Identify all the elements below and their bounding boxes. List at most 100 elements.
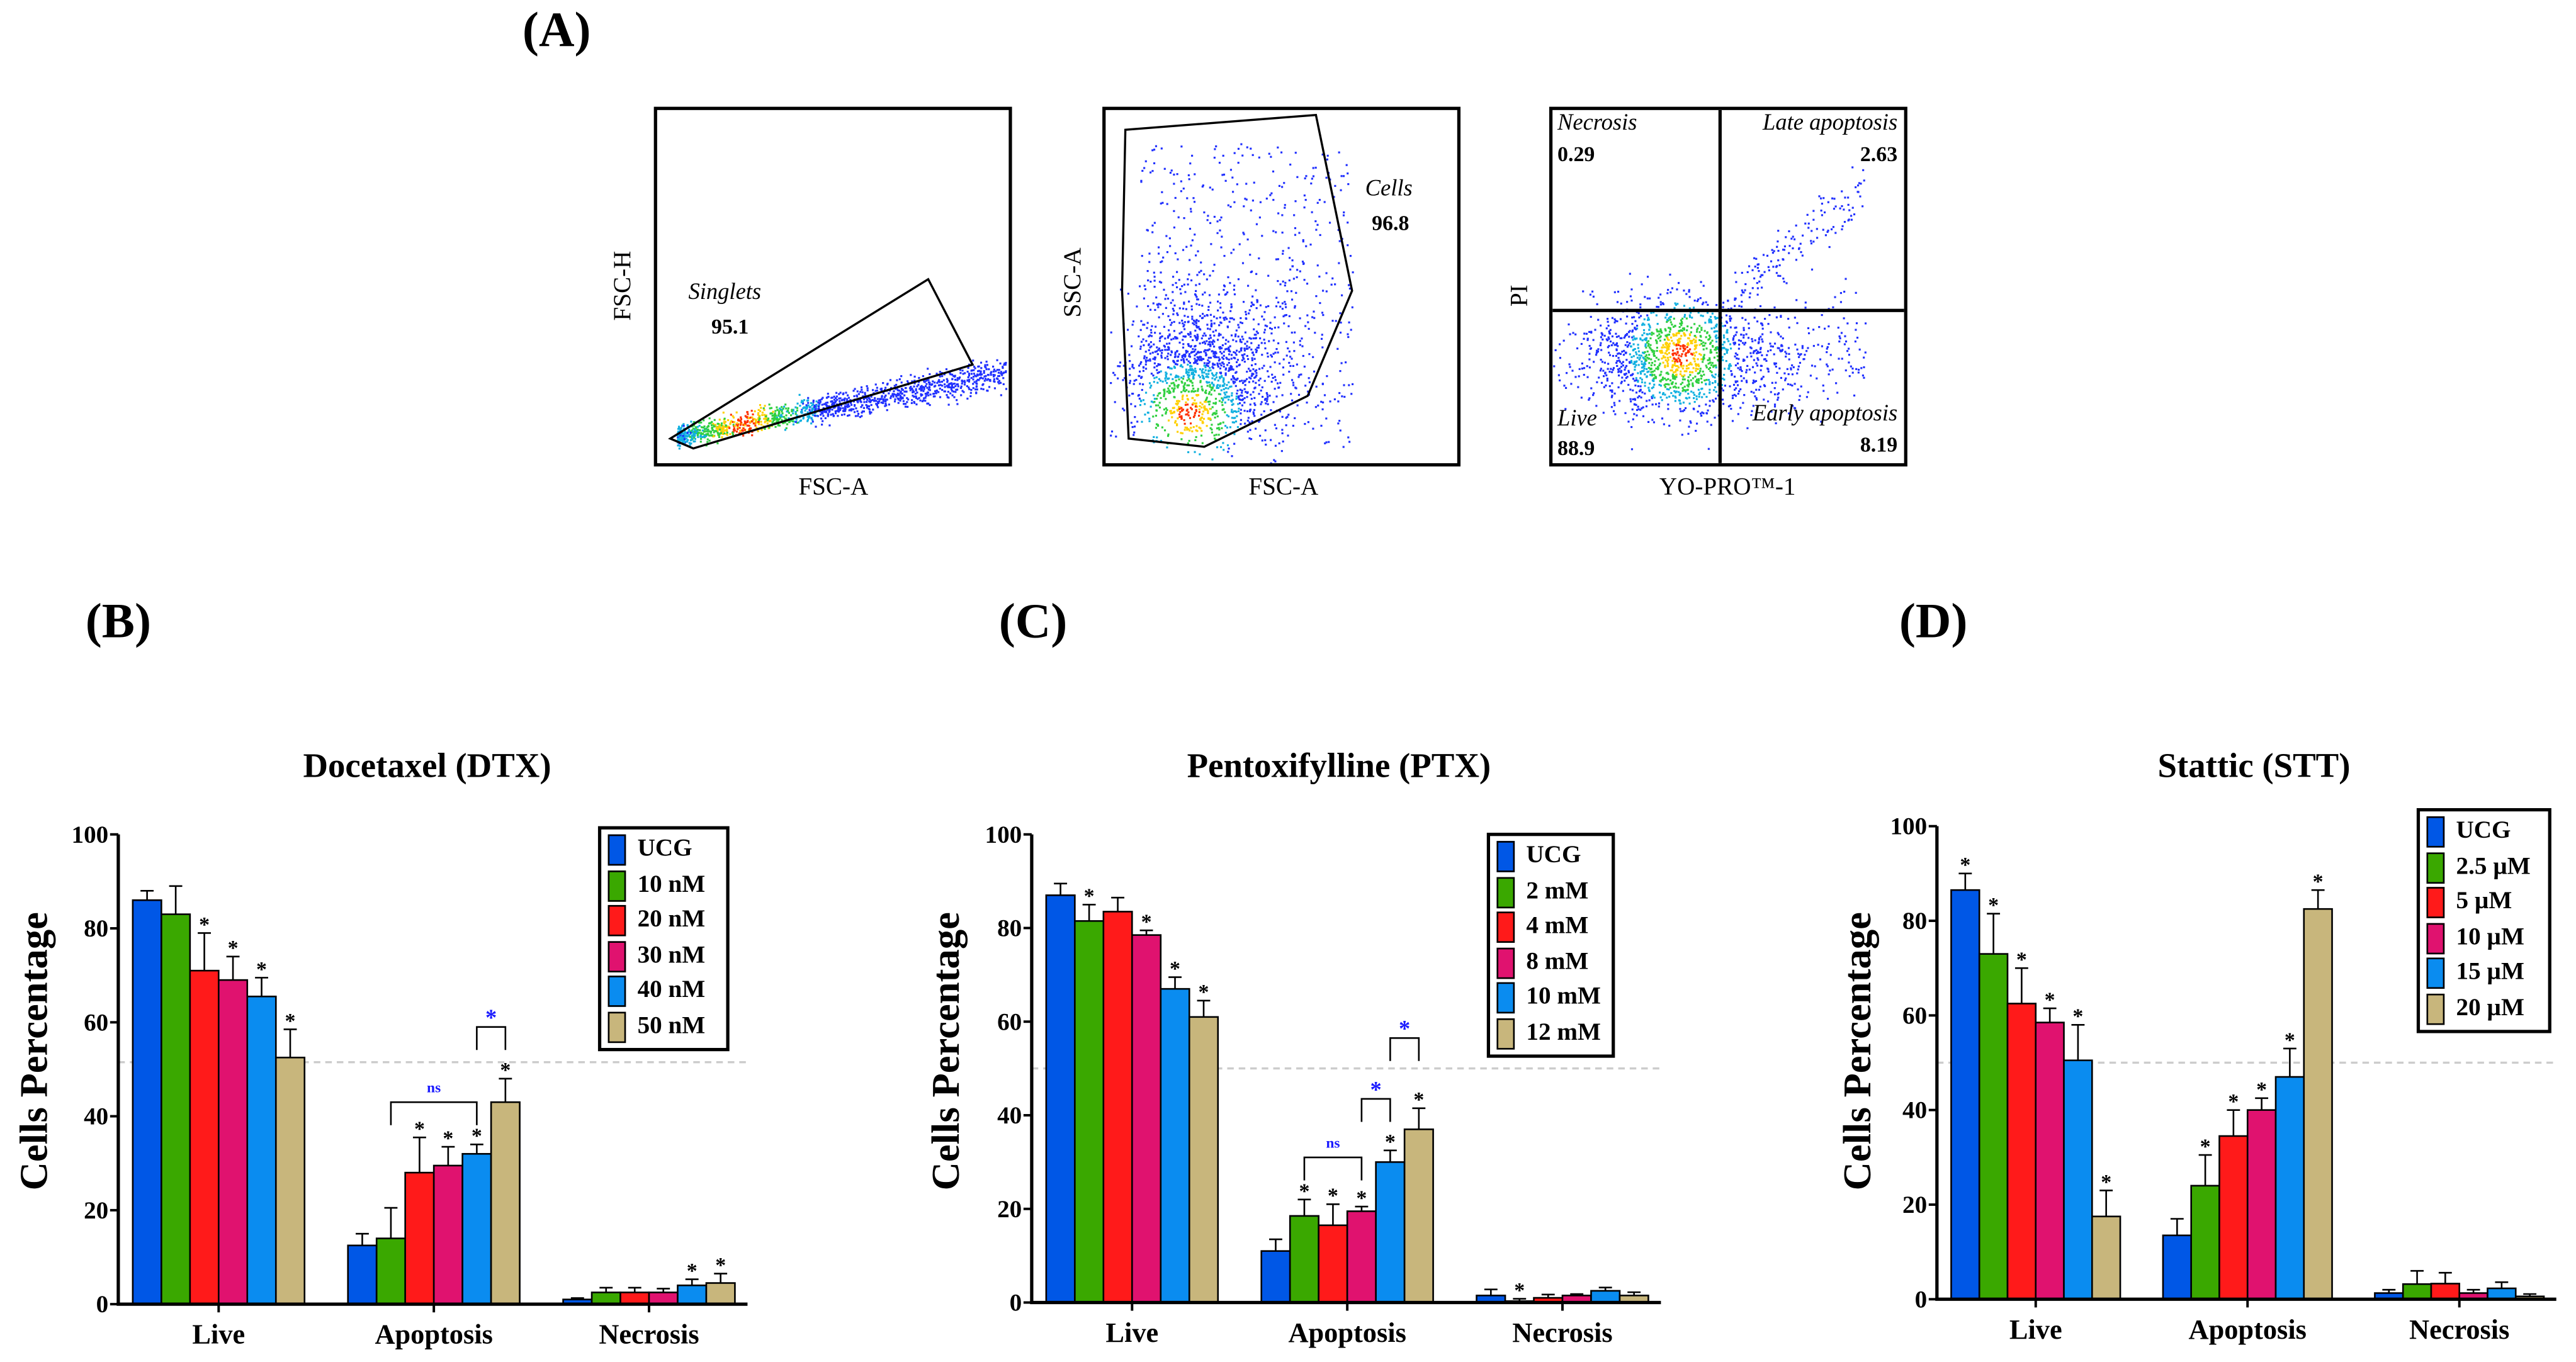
event-dot xyxy=(1241,380,1243,382)
event-dot xyxy=(939,384,942,386)
event-dot xyxy=(1193,362,1195,364)
event-dot xyxy=(1715,337,1717,340)
event-dot xyxy=(914,392,917,395)
event-dot xyxy=(1176,363,1178,366)
event-dot xyxy=(1224,411,1226,414)
event-dot xyxy=(1756,351,1759,353)
event-dot xyxy=(1627,420,1630,423)
panel-label-b: (B) xyxy=(85,594,152,649)
event-dot xyxy=(1702,370,1704,373)
event-dot xyxy=(1693,341,1696,344)
event-dot xyxy=(1648,346,1651,349)
event-dot xyxy=(1253,334,1256,336)
event-dot xyxy=(1188,384,1190,386)
event-dot xyxy=(1700,354,1702,356)
event-dot xyxy=(1794,238,1796,240)
event-dot xyxy=(1763,398,1765,401)
event-dot xyxy=(1217,339,1219,341)
event-dot xyxy=(852,390,855,392)
event-dot xyxy=(1252,354,1255,356)
event-dot xyxy=(1233,351,1235,354)
event-dot xyxy=(1292,424,1294,427)
event-dot xyxy=(1744,289,1746,291)
event-dot xyxy=(927,391,929,394)
event-dot xyxy=(1780,344,1783,346)
event-dot xyxy=(1231,403,1233,406)
event-dot xyxy=(1192,397,1194,399)
event-dot xyxy=(1192,347,1194,351)
event-dot xyxy=(1668,383,1670,386)
event-dot xyxy=(1282,250,1284,252)
event-dot xyxy=(1651,419,1654,421)
event-dot xyxy=(1754,371,1756,374)
event-dot xyxy=(959,369,961,371)
event-dot xyxy=(682,435,684,437)
event-dot xyxy=(1204,369,1207,371)
event-dot xyxy=(1571,369,1574,372)
event-dot xyxy=(1743,358,1745,361)
event-dot xyxy=(1612,342,1615,344)
event-dot xyxy=(1643,365,1646,368)
event-dot xyxy=(959,372,962,374)
event-dot xyxy=(1163,395,1165,398)
event-dot xyxy=(1252,318,1255,321)
event-dot xyxy=(1245,183,1248,185)
event-dot xyxy=(1710,371,1713,373)
event-dot xyxy=(1182,394,1184,397)
event-dot xyxy=(1271,373,1274,376)
event-dot xyxy=(1666,361,1669,363)
event-dot xyxy=(1240,412,1242,415)
event-dot xyxy=(1675,397,1677,399)
event-dot xyxy=(961,369,964,372)
event-dot xyxy=(1668,317,1670,320)
event-dot xyxy=(681,437,683,440)
event-dot xyxy=(1600,349,1603,351)
event-dot xyxy=(1595,354,1598,356)
event-dot xyxy=(1693,300,1696,302)
event-dot xyxy=(700,432,703,435)
event-dot xyxy=(1620,382,1622,385)
event-dot xyxy=(740,416,742,419)
event-dot xyxy=(1780,335,1782,338)
event-dot xyxy=(747,413,749,415)
event-dot xyxy=(1686,343,1688,346)
event-dot xyxy=(886,398,888,401)
event-dot xyxy=(1643,357,1646,360)
event-dot xyxy=(1261,235,1263,237)
event-dot xyxy=(1164,349,1167,351)
event-dot xyxy=(1748,296,1751,298)
event-dot xyxy=(1209,400,1211,403)
event-dot xyxy=(1738,305,1741,307)
event-dot xyxy=(1559,379,1561,381)
event-dot xyxy=(1177,385,1179,387)
event-dot xyxy=(1136,305,1138,308)
event-dot xyxy=(1219,384,1221,386)
event-dot xyxy=(1659,385,1662,387)
event-dot xyxy=(1625,373,1627,375)
event-dot xyxy=(861,410,864,413)
event-dot xyxy=(1156,365,1158,368)
event-dot xyxy=(1294,331,1296,334)
event-dot xyxy=(830,414,832,416)
event-dot xyxy=(1687,376,1690,378)
event-dot xyxy=(1642,406,1644,408)
event-dot xyxy=(919,386,922,388)
event-dot xyxy=(1770,391,1772,393)
event-dot xyxy=(956,403,959,405)
event-dot xyxy=(1864,351,1867,354)
event-dot xyxy=(1249,409,1251,412)
event-dot xyxy=(881,395,883,397)
event-dot xyxy=(1651,361,1654,364)
event-dot xyxy=(1775,365,1777,368)
event-dot xyxy=(1642,369,1645,372)
event-dot xyxy=(1712,375,1714,378)
event-dot xyxy=(1242,301,1245,303)
event-dot xyxy=(1616,301,1619,303)
event-dot xyxy=(1689,374,1692,376)
event-dot xyxy=(913,382,916,385)
event-dot xyxy=(1243,410,1246,412)
event-dot xyxy=(1130,422,1133,424)
event-dot xyxy=(844,410,847,412)
event-dot xyxy=(1860,183,1862,185)
event-dot xyxy=(1255,427,1257,430)
